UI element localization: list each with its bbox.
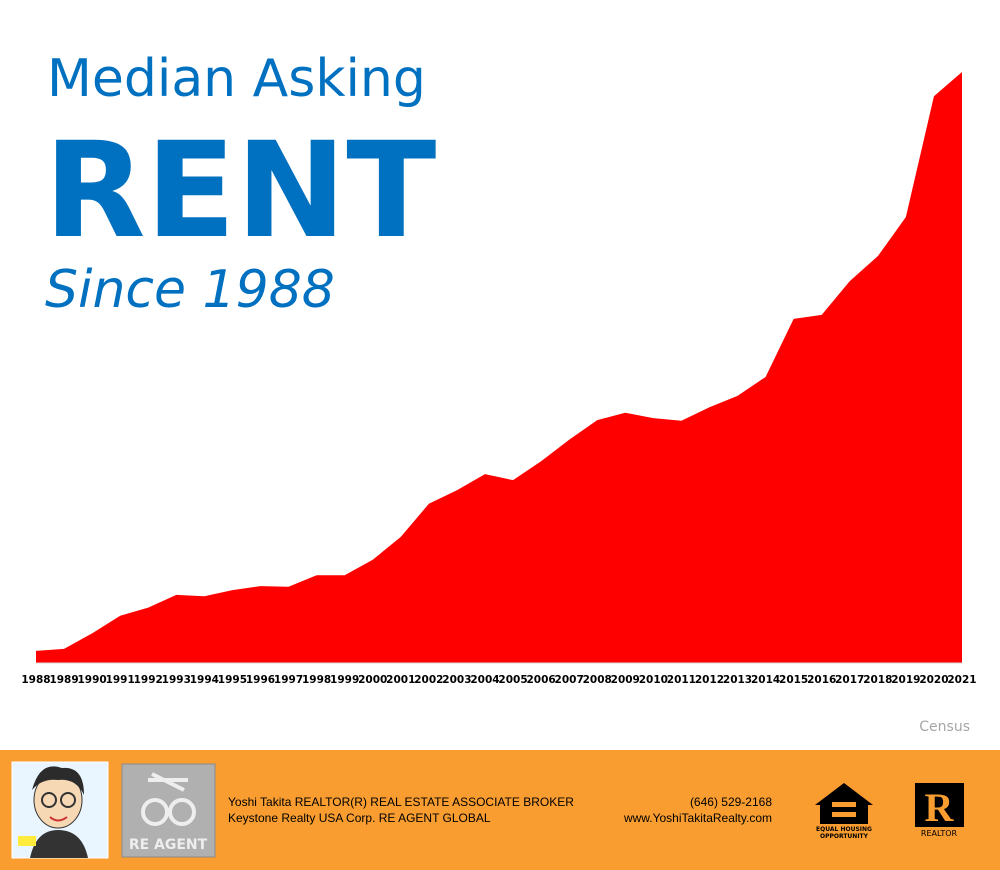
x-tick-label: 2002 [414,674,443,686]
badge-text: RE AGENT [129,837,208,853]
footer-text: Keystone Realty USA Corp. RE AGENT GLOBA… [228,811,491,825]
x-tick-label: 2018 [863,674,892,686]
x-tick-label: 1990 [78,674,107,686]
x-tick-label: 2000 [358,674,387,686]
x-tick-label: 1994 [190,674,219,686]
re-agent-badge: RE AGENT [121,763,216,858]
x-tick-label: 2008 [583,674,612,686]
logo-text: EQUAL HOUSING [816,826,872,833]
x-tick-label: 2007 [555,674,584,686]
x-tick-label: 2011 [667,674,696,686]
title-emphasis: RENT [44,114,436,268]
x-tick-label: 1989 [49,674,78,686]
x-tick-label: 2012 [695,674,724,686]
title-line: Median Asking [47,49,426,109]
agent-photo [11,761,109,859]
x-tick-label: 1998 [302,674,331,686]
logo-text: REALTOR [921,829,958,838]
x-tick-label: 2003 [442,674,471,686]
logo-text: OPPORTUNITY [820,833,869,840]
x-tick-label: 2004 [470,674,499,686]
equal-housing-logo: EQUAL HOUSING OPPORTUNITY [815,783,873,840]
footer-text: Yoshi Takita REALTOR(R) REAL ESTATE ASSO… [228,795,574,809]
x-tick-label: 2001 [386,674,415,686]
x-tick-label: 1991 [106,674,135,686]
source: Census [919,719,970,735]
website: www.YoshiTakitaRealty.com [623,811,772,825]
x-tick-label: 1993 [162,674,191,686]
x-tick-label: 2021 [947,674,976,686]
x-tick-label: 2020 [919,674,948,686]
x-tick-label: 2010 [639,674,668,686]
x-tick-label: 1992 [134,674,163,686]
chart: 1988198919901991199219931994199519961997… [21,72,977,686]
x-tick-label: 2006 [526,674,555,686]
x-tick-label: 1995 [218,674,247,686]
title-line: Since 1988 [45,260,335,320]
x-tick-label: 2009 [611,674,640,686]
svg-text:R: R [925,785,955,830]
x-tick-label: 2019 [891,674,920,686]
x-tick-label: 2017 [835,674,864,686]
realtor-logo: R REALTOR [915,783,964,838]
area [36,72,962,663]
x-tick-label: 1988 [21,674,50,686]
x-tick-label: 1997 [274,674,303,686]
x-tick-label: 2015 [779,674,808,686]
x-tick-label: 2013 [723,674,752,686]
x-tick-label: 2014 [751,674,780,686]
x-tick-label: 2016 [807,674,836,686]
x-tick-label: 2005 [498,674,527,686]
x-tick-label: 1999 [330,674,359,686]
x-tick-label: 1996 [246,674,275,686]
phone: (646) 529-2168 [690,795,772,809]
